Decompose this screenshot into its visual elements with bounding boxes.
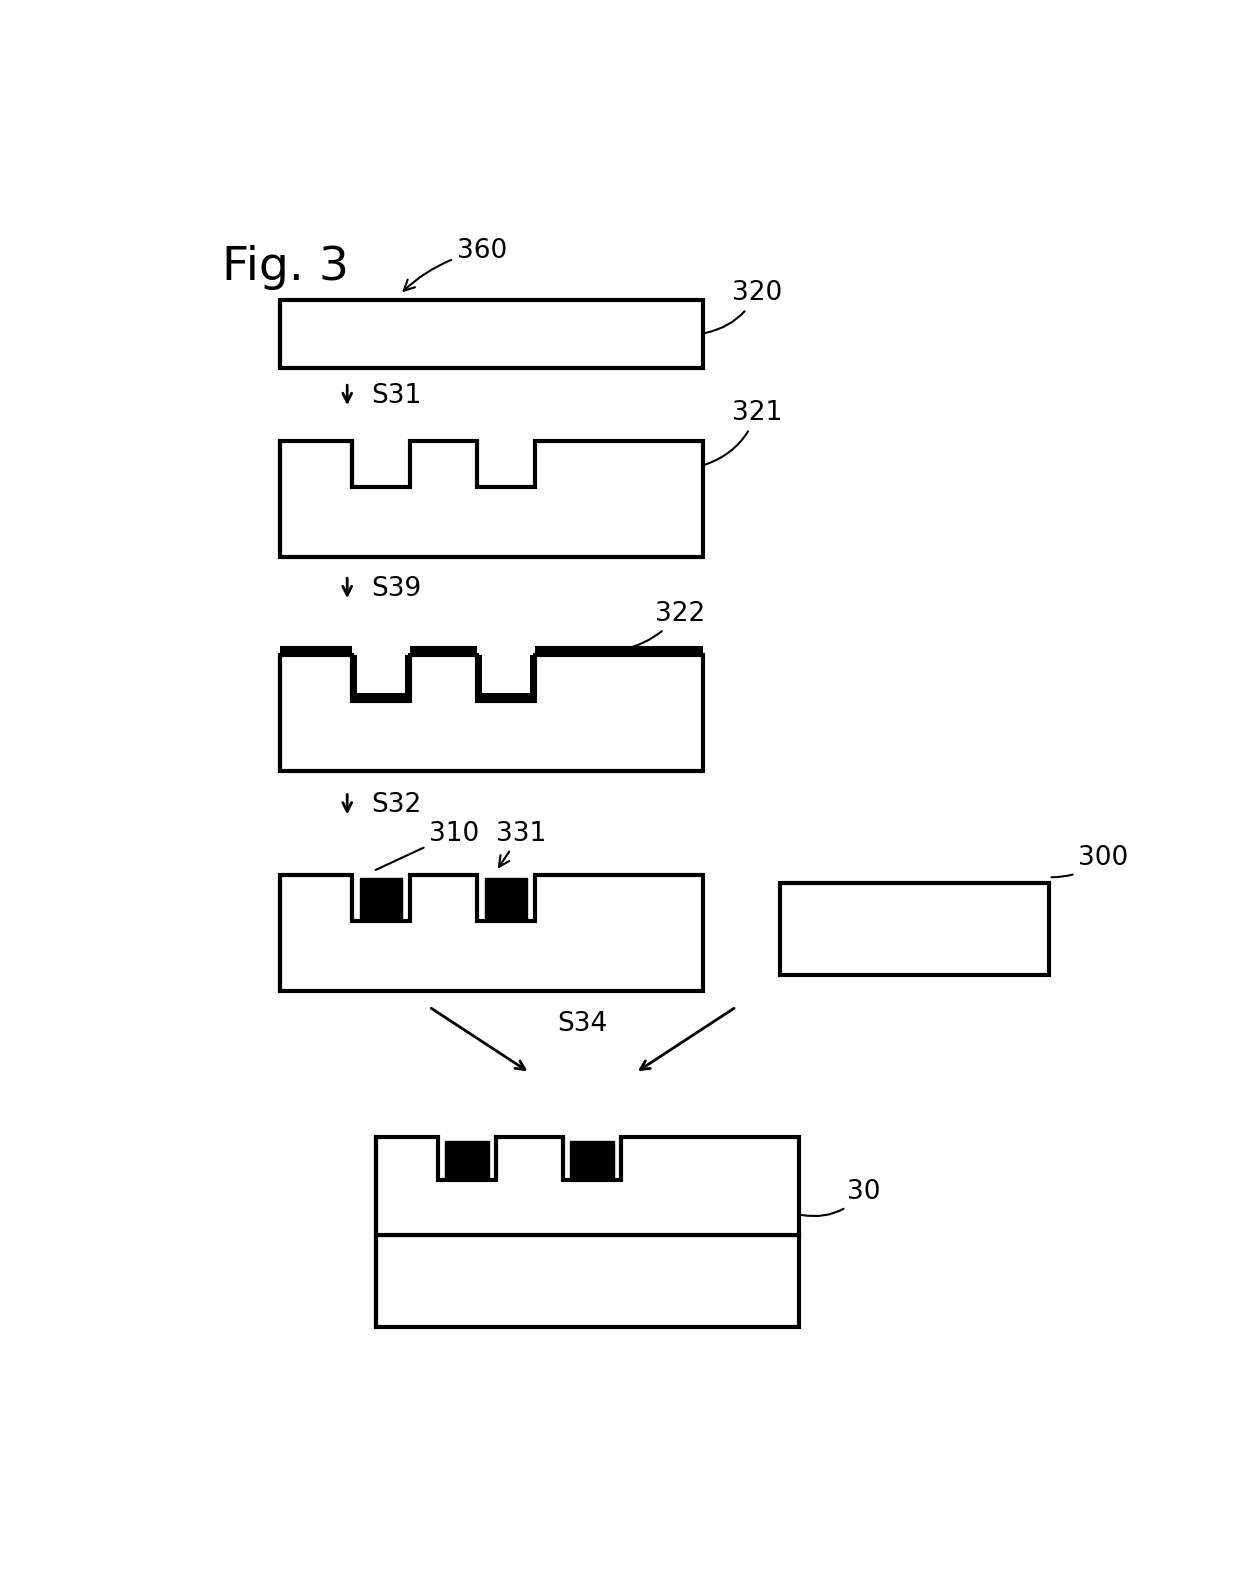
Polygon shape [280,441,703,557]
Text: 300: 300 [1052,844,1128,878]
Polygon shape [280,655,703,771]
Bar [570,1141,614,1179]
Bar [445,1141,490,1179]
Polygon shape [280,874,703,990]
Text: S32: S32 [371,792,422,819]
Bar [534,646,703,655]
Bar [280,300,703,368]
Bar [352,692,409,701]
Bar [405,655,409,701]
Text: 30: 30 [801,1179,880,1216]
Text: 321: 321 [706,400,782,465]
Text: 322: 322 [580,600,706,652]
Bar [352,655,357,701]
Bar [376,1235,799,1327]
Text: S34: S34 [558,1011,608,1036]
Bar [780,884,1049,974]
Text: 360: 360 [404,238,507,290]
Bar [477,692,534,701]
Bar [529,655,534,701]
Text: Fig. 3: Fig. 3 [222,246,350,290]
Bar [280,646,352,655]
Bar [485,879,527,920]
Text: S39: S39 [371,576,422,601]
Polygon shape [376,1138,799,1235]
Text: 310: 310 [376,820,479,870]
Text: 320: 320 [706,281,782,333]
Bar [409,646,477,655]
Bar [360,879,402,920]
Text: 331: 331 [496,820,547,867]
Bar [477,655,481,701]
Text: S31: S31 [371,382,422,409]
